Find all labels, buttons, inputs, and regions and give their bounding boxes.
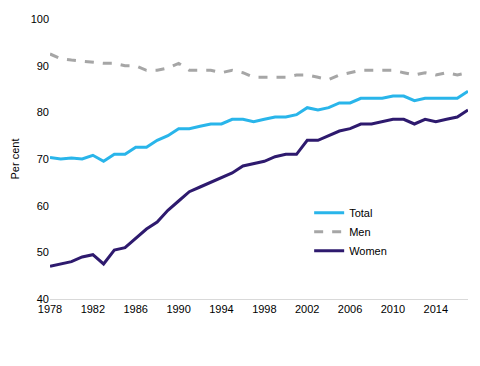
svg-text:2002: 2002 (295, 303, 319, 315)
svg-text:2006: 2006 (338, 303, 362, 315)
svg-text:40: 40 (37, 293, 49, 305)
svg-text:70: 70 (37, 153, 49, 165)
svg-text:60: 60 (37, 200, 49, 212)
svg-text:Total: Total (349, 207, 372, 219)
svg-text:Per cent: Per cent (9, 139, 21, 180)
svg-text:2014: 2014 (424, 303, 448, 315)
svg-text:2010: 2010 (381, 303, 405, 315)
svg-text:1998: 1998 (252, 303, 276, 315)
svg-text:1982: 1982 (81, 303, 105, 315)
svg-text:1990: 1990 (166, 303, 190, 315)
svg-text:80: 80 (37, 106, 49, 118)
svg-text:Men: Men (349, 226, 370, 238)
svg-text:100: 100 (31, 13, 49, 25)
svg-text:90: 90 (37, 60, 49, 72)
svg-text:1986: 1986 (123, 303, 147, 315)
svg-text:Women: Women (349, 245, 387, 257)
svg-text:1994: 1994 (209, 303, 233, 315)
svg-text:50: 50 (37, 246, 49, 258)
svg-text:1978: 1978 (38, 303, 62, 315)
